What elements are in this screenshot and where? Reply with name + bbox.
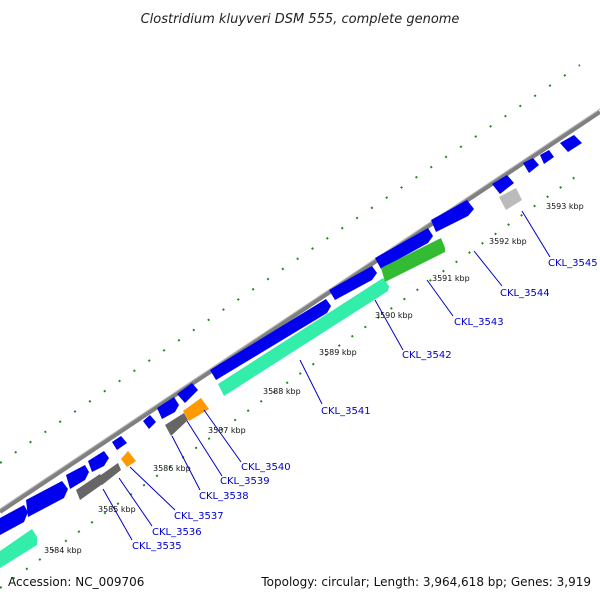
gene-block xyxy=(66,465,89,489)
kbp-label: 3585 kbp xyxy=(98,505,136,514)
gene-label[interactable]: CKL_3538 xyxy=(199,491,249,502)
kbp-label: 3587 kbp xyxy=(208,426,246,435)
gene-block xyxy=(560,135,582,152)
gene-block xyxy=(218,278,389,396)
gene-block xyxy=(98,463,121,485)
gene-label[interactable]: CKL_3542 xyxy=(402,350,452,361)
gene-block xyxy=(88,451,109,472)
gene-labels: CKL_3535 CKL_3536 CKL_3537 CKL_3538 CKL_… xyxy=(132,258,598,552)
kbp-label: 3584 kbp xyxy=(44,546,82,555)
gene-label[interactable]: CKL_3543 xyxy=(454,317,504,328)
gene-block xyxy=(112,436,127,450)
gene-label[interactable]: CKL_3545 xyxy=(548,258,598,269)
gene-block xyxy=(381,238,445,282)
gene-block xyxy=(492,175,514,194)
inner-tick-ring xyxy=(0,169,586,589)
reverse-strand-genes xyxy=(0,188,522,568)
label-leaders xyxy=(102,210,551,541)
gene-block xyxy=(26,481,68,517)
gene-label[interactable]: CKL_3539 xyxy=(220,476,270,487)
map-title: Clostridium kluyveri DSM 555, complete g… xyxy=(141,12,460,27)
topology-info: Topology: circular; Length: 3,964,618 bp… xyxy=(260,575,591,589)
gene-block xyxy=(210,299,331,380)
gene-block xyxy=(431,200,474,232)
gene-block xyxy=(375,228,433,269)
kbp-labels: 3584 kbp 3585 kbp 3586 kbp 3587 kbp 3588… xyxy=(44,202,584,555)
gene-block xyxy=(183,398,209,421)
gene-block xyxy=(0,505,28,535)
gene-block xyxy=(76,474,104,500)
gene-block xyxy=(0,529,37,568)
gene-block xyxy=(329,266,377,300)
gene-block xyxy=(157,397,179,419)
gene-block xyxy=(540,150,554,164)
outer-tick-ring xyxy=(0,64,581,464)
gene-label[interactable]: CKL_3535 xyxy=(132,541,182,552)
gene-block xyxy=(523,158,539,173)
gene-block xyxy=(143,415,156,429)
gene-block xyxy=(499,188,522,210)
accession-label: Accession: NC_009706 xyxy=(8,575,144,589)
genome-backbone xyxy=(0,108,600,514)
gene-label[interactable]: CKL_3541 xyxy=(321,406,371,417)
gene-block xyxy=(121,451,136,467)
gene-block xyxy=(165,413,188,436)
gene-label[interactable]: CKL_3540 xyxy=(241,462,291,473)
kbp-label: 3591 kbp xyxy=(432,274,470,283)
kbp-label: 3593 kbp xyxy=(546,202,584,211)
forward-strand-genes xyxy=(0,135,582,535)
kbp-label: 3588 kbp xyxy=(263,387,301,396)
kbp-label: 3586 kbp xyxy=(153,464,191,473)
gene-label[interactable]: CKL_3537 xyxy=(174,511,224,522)
kbp-label: 3589 kbp xyxy=(319,348,357,357)
kbp-label: 3590 kbp xyxy=(375,311,413,320)
gene-block xyxy=(177,383,198,403)
kbp-label: 3592 kbp xyxy=(489,237,527,246)
gene-label[interactable]: CKL_3544 xyxy=(500,288,550,299)
gene-label[interactable]: CKL_3536 xyxy=(152,527,202,538)
